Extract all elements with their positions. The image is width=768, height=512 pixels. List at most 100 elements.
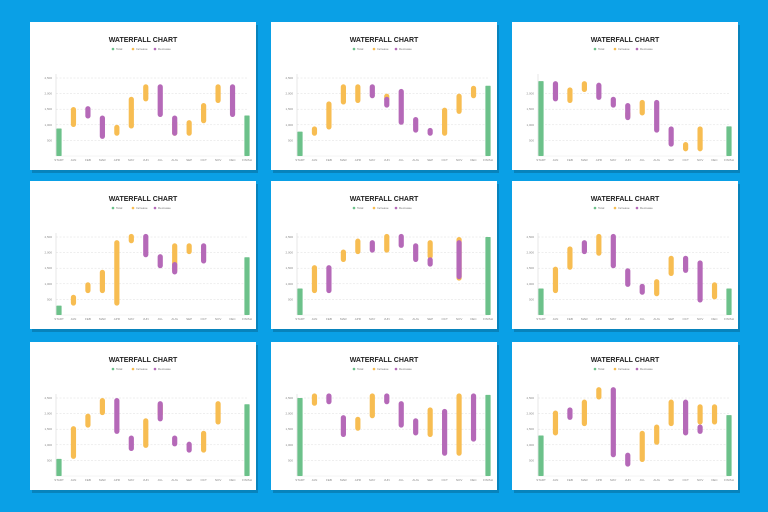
bar-decrease xyxy=(326,393,332,405)
x-tick-label: NOV xyxy=(697,158,704,162)
bar-total xyxy=(538,435,544,476)
x-tick-label: JAN xyxy=(71,478,77,482)
x-tick-label: JUL xyxy=(640,158,646,162)
legend-marker xyxy=(131,367,135,371)
bar-decrease xyxy=(128,435,134,452)
chart-title: WATERFALL CHART xyxy=(591,37,660,44)
bar-increase xyxy=(581,81,587,93)
bar-increase xyxy=(639,99,645,116)
x-tick-label: FEB xyxy=(567,158,573,162)
bar-increase xyxy=(128,96,134,129)
bar-decrease xyxy=(596,82,602,100)
x-tick-label: FEB xyxy=(567,317,573,321)
x-tick-label: JAN xyxy=(312,158,318,162)
x-tick-label: SEP xyxy=(186,158,192,162)
y-tick-label: 1,500 xyxy=(44,107,52,111)
x-tick-label: APR xyxy=(355,317,362,321)
bar-decrease xyxy=(398,401,404,428)
x-tick-label: FINISH xyxy=(724,478,734,482)
y-tick-label: 1,500 xyxy=(285,427,293,431)
x-tick-label: START xyxy=(536,158,546,162)
y-tick-label: 2,000 xyxy=(285,92,293,96)
bar-decrease xyxy=(157,254,163,269)
bar-increase xyxy=(668,255,674,276)
y-tick-label: 2,000 xyxy=(285,412,293,416)
bar-increase xyxy=(384,233,390,253)
y-tick-label: 2,000 xyxy=(526,412,534,416)
bar-increase xyxy=(114,124,120,136)
chart-card: WATERFALL CHART Total Increase Decrease 2,50… xyxy=(30,181,256,329)
y-tick-label: 500 xyxy=(288,138,293,142)
x-tick-label: JAN xyxy=(71,158,77,162)
chart-title: WATERFALL CHART xyxy=(591,357,660,364)
y-tick-label: 500 xyxy=(529,138,534,142)
y-tick-label: 500 xyxy=(47,458,52,462)
legend-label: Total xyxy=(598,367,605,371)
bar-increase xyxy=(567,87,573,103)
x-tick-label: MAR xyxy=(581,478,589,482)
bar-decrease xyxy=(157,401,163,422)
bar-decrease xyxy=(413,243,419,262)
x-tick-label: AUG xyxy=(412,158,419,162)
bar-increase xyxy=(596,387,602,400)
x-tick-label: START xyxy=(295,478,305,482)
x-tick-label: JAN xyxy=(312,478,318,482)
legend-label: Total xyxy=(357,47,364,51)
bar-decrease xyxy=(581,240,587,255)
bar-total xyxy=(244,404,250,476)
bar-total xyxy=(726,415,732,476)
x-tick-label: SEP xyxy=(668,317,674,321)
x-tick-label: START xyxy=(536,317,546,321)
legend-label: Decrease xyxy=(158,206,171,210)
x-tick-label: JUN xyxy=(384,317,390,321)
bar-decrease xyxy=(668,126,674,147)
bar-increase xyxy=(186,243,192,255)
x-tick-label: MAY xyxy=(610,478,616,482)
y-tick-label: 500 xyxy=(288,458,293,462)
legend-label: Decrease xyxy=(640,47,653,51)
x-tick-label: MAY xyxy=(128,478,134,482)
bar-increase xyxy=(128,233,134,244)
x-tick-label: FINISH xyxy=(483,478,493,482)
bar-increase xyxy=(215,401,221,425)
x-tick-label: FINISH xyxy=(483,317,493,321)
y-tick-label: 2,500 xyxy=(285,396,293,400)
x-tick-label: AUG xyxy=(171,158,178,162)
y-tick-label: 2,500 xyxy=(526,396,534,400)
legend-marker xyxy=(593,47,597,51)
x-tick-label: NOV xyxy=(456,158,463,162)
x-tick-label: NOV xyxy=(215,317,222,321)
bar-increase xyxy=(456,93,462,114)
bar-decrease xyxy=(567,407,573,420)
x-tick-label: JUN xyxy=(143,478,149,482)
legend-marker xyxy=(635,367,639,371)
legend-marker xyxy=(111,206,115,210)
bar-increase xyxy=(99,398,105,416)
x-tick-label: DEC xyxy=(711,478,718,482)
y-tick-label: 1,500 xyxy=(44,427,52,431)
x-tick-label: JAN xyxy=(553,317,559,321)
x-tick-label: FINISH xyxy=(242,478,252,482)
bar-decrease xyxy=(229,84,236,117)
bar-increase xyxy=(201,430,207,453)
x-tick-label: MAR xyxy=(99,478,107,482)
x-tick-label: AUG xyxy=(653,158,660,162)
bar-decrease xyxy=(326,265,332,294)
bar-decrease xyxy=(172,115,178,136)
x-tick-label: AUG xyxy=(653,478,660,482)
legend-label: Total xyxy=(116,206,123,210)
legend-marker xyxy=(372,367,376,371)
x-tick-label: JUN xyxy=(143,158,149,162)
legend-marker xyxy=(394,47,398,51)
x-tick-label: JUL xyxy=(158,158,164,162)
x-tick-label: NOV xyxy=(215,478,222,482)
bar-decrease xyxy=(625,452,631,467)
bar-increase xyxy=(639,430,645,462)
x-tick-label: START xyxy=(536,478,546,482)
bar-total xyxy=(244,257,250,315)
bar-decrease xyxy=(639,283,645,295)
y-tick-label: 2,000 xyxy=(44,92,52,96)
x-tick-label: DEC xyxy=(229,317,236,321)
chart-title: WATERFALL CHART xyxy=(109,37,178,44)
waterfall-chart: WATERFALL CHART Total Increase Decrease 2,50… xyxy=(285,357,493,482)
